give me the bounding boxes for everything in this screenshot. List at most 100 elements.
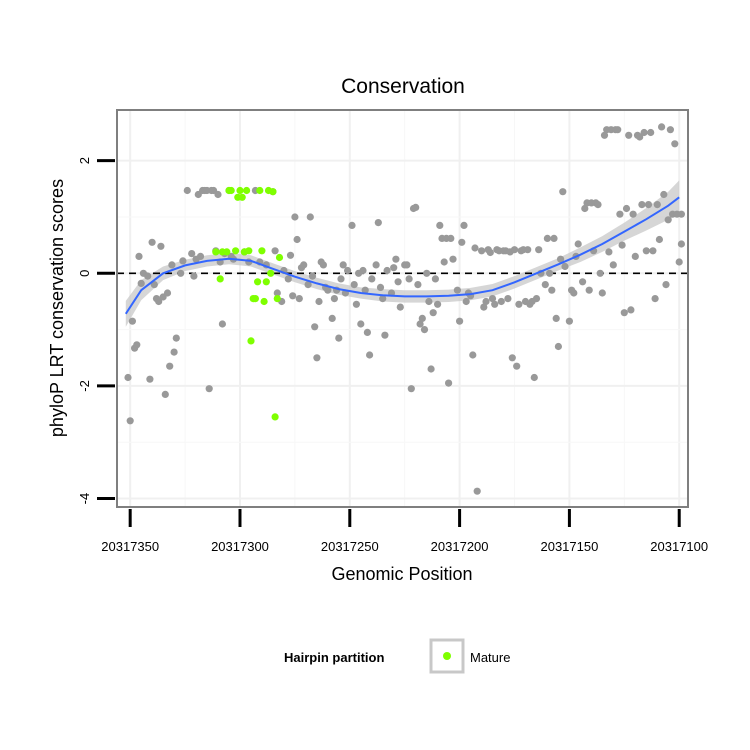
data-point-other [407, 385, 415, 393]
data-point-other [368, 275, 376, 283]
data-point-other [304, 281, 312, 289]
data-point-other [188, 250, 196, 258]
data-point-other [598, 289, 606, 297]
data-point-other [631, 252, 639, 260]
data-point-other [348, 221, 356, 229]
data-point-other [126, 417, 134, 425]
data-point-other [392, 255, 400, 263]
y-tick-label: 0 [77, 270, 92, 277]
data-point-other [581, 204, 589, 213]
data-point-other [427, 365, 435, 373]
data-point-other [148, 238, 156, 246]
data-point-mature [256, 186, 264, 195]
data-point-other [543, 234, 552, 242]
data-point-other [350, 281, 358, 289]
x-axis-title: Genomic Position [331, 564, 472, 584]
data-point-other [647, 128, 655, 137]
data-point-other [124, 373, 132, 382]
data-point-other [291, 213, 299, 221]
data-point-other [218, 320, 226, 328]
data-point-mature [247, 337, 255, 345]
data-point-other [379, 295, 387, 303]
data-point-other [359, 266, 367, 275]
data-point-other [640, 128, 648, 137]
data-point-other [313, 354, 321, 362]
data-point-other [532, 295, 541, 303]
data-point-other [488, 295, 497, 303]
legend-title: Hairpin partition [284, 650, 384, 665]
data-point-other [530, 373, 538, 382]
data-point-other [403, 261, 411, 269]
data-point-other [381, 331, 389, 339]
data-point-other [163, 289, 172, 297]
data-point-other [609, 261, 617, 269]
data-point-other [658, 123, 666, 131]
y-axis-title: phyloP LRT conservation scores [47, 179, 67, 437]
data-point-other [414, 281, 422, 289]
data-point-other [629, 210, 637, 218]
data-point-other [554, 342, 563, 351]
data-point-other [157, 242, 165, 250]
x-tick-label: 20317150 [540, 539, 598, 554]
data-point-other [565, 317, 574, 325]
data-point-other [677, 240, 686, 248]
data-point-other [293, 235, 301, 244]
data-point-other [677, 210, 686, 218]
data-point-other [133, 341, 141, 349]
x-tick-label: 20317350 [101, 539, 159, 554]
legend-mature-dot [443, 652, 451, 660]
mature-points [212, 186, 284, 421]
data-point-mature [227, 186, 235, 195]
plot-border [116, 109, 689, 508]
data-point-mature [238, 193, 246, 201]
smooth-line [124, 196, 680, 315]
data-point-other [596, 269, 604, 277]
data-point-other [357, 320, 365, 328]
legend-label-mature: Mature [470, 650, 510, 665]
data-point-other [311, 323, 319, 331]
data-point-other [135, 252, 143, 260]
data-point-other [675, 258, 683, 266]
data-point-other [600, 131, 609, 139]
data-point-other [271, 247, 279, 255]
data-point-other [337, 275, 345, 283]
data-point-other [306, 213, 314, 221]
data-point-other [671, 140, 679, 148]
data-point-other [128, 317, 136, 325]
data-point-mature [260, 297, 268, 306]
data-point-mature [254, 278, 262, 286]
data-point-mature [262, 278, 270, 286]
data-point-mature [258, 247, 266, 255]
data-point-other [478, 247, 486, 255]
data-point-other [497, 297, 505, 306]
data-point-other [376, 283, 385, 291]
data-point-other [636, 133, 644, 141]
data-point-other [190, 272, 198, 280]
data-point-mature [273, 295, 281, 303]
y-axis: -4 -2 0 2 [77, 157, 115, 504]
data-point-other [146, 375, 154, 383]
data-point-other [177, 269, 185, 277]
data-point-other [137, 279, 145, 287]
data-point-other [295, 295, 303, 303]
data-point-other [161, 390, 169, 398]
y-tick-label: 2 [77, 157, 92, 164]
data-point-other [453, 286, 461, 294]
data-point-other [418, 314, 426, 322]
data-point-other [618, 241, 626, 249]
data-point-other [335, 334, 343, 342]
data-point-other [328, 314, 336, 322]
data-point-mature [269, 188, 277, 196]
data-point-other [473, 487, 481, 495]
legend: Hairpin partition Mature [284, 638, 510, 674]
data-point-other [324, 286, 332, 294]
data-point-other [456, 317, 464, 325]
data-point-other [638, 201, 646, 209]
data-point-other [649, 247, 657, 255]
data-point-other [319, 261, 327, 269]
data-point-mature [212, 248, 220, 256]
other-points [124, 123, 686, 495]
data-point-other [420, 326, 429, 334]
data-point-other [166, 362, 174, 370]
data-point-other [486, 248, 494, 257]
